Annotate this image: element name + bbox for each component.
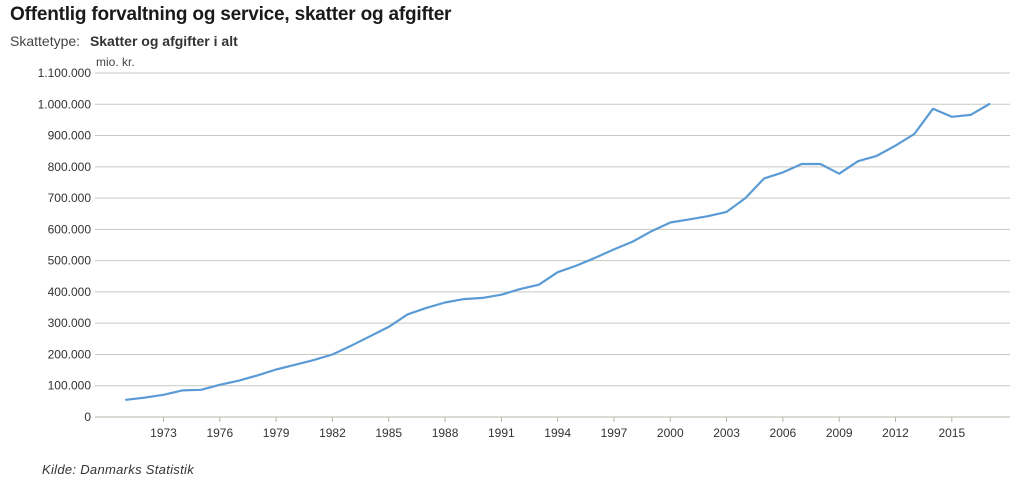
series-layer [121, 99, 994, 405]
y-tick-label: 600.000 [48, 222, 92, 236]
data-point[interactable] [647, 226, 657, 236]
data-point[interactable] [909, 129, 919, 139]
data-point[interactable] [872, 151, 882, 161]
data-point[interactable] [534, 280, 544, 290]
data-point[interactable] [327, 349, 337, 359]
data-point[interactable] [571, 261, 581, 271]
data-point[interactable] [665, 217, 675, 227]
data-point[interactable] [609, 244, 619, 254]
data-point[interactable] [290, 360, 300, 370]
data-point[interactable] [778, 167, 788, 177]
x-tick-label: 2006 [770, 426, 797, 440]
data-point[interactable] [891, 141, 901, 151]
y-axis-ticks: 0 100.000 200.000 300.000 400.000 500.000 600.… [38, 66, 92, 424]
y-tick-label: 1.000.000 [38, 97, 92, 111]
y-tick-label: 900.000 [48, 129, 92, 143]
x-tick-label: 2000 [657, 426, 684, 440]
data-point[interactable] [309, 355, 319, 365]
gridlines [95, 72, 1010, 418]
data-point[interactable] [384, 322, 394, 332]
y-tick-label: 100.000 [48, 379, 92, 393]
data-point[interactable] [628, 237, 638, 247]
data-point[interactable] [797, 159, 807, 169]
x-axis-ticks: 1973 1976 1979 1982 1985 1988 1991 1994 1997 2000… [150, 417, 965, 440]
data-point[interactable] [703, 211, 713, 221]
x-tick-label: 1997 [601, 426, 628, 440]
x-tick-label: 1985 [375, 426, 402, 440]
x-tick-label: 1988 [432, 426, 459, 440]
x-tick-label: 2009 [826, 426, 853, 440]
data-point[interactable] [459, 294, 469, 304]
data-point[interactable] [196, 385, 206, 395]
series-line[interactable] [124, 102, 991, 401]
source-note: Kilde: Danmarks Statistik [42, 462, 194, 477]
chart-title: Offentlig forvaltning og service, skatte… [10, 4, 452, 25]
x-tick-label: 1973 [150, 426, 177, 440]
data-point[interactable] [515, 284, 525, 294]
x-tick-label: 1994 [544, 426, 571, 440]
data-point[interactable] [740, 193, 750, 203]
data-point[interactable] [590, 253, 600, 263]
x-tick-label: 1979 [263, 426, 290, 440]
x-tick-label: 1991 [488, 426, 515, 440]
data-point[interactable] [853, 156, 863, 166]
data-point[interactable] [159, 390, 169, 400]
data-point[interactable] [984, 99, 994, 109]
data-point[interactable] [346, 341, 356, 351]
data-point[interactable] [271, 364, 281, 374]
data-point[interactable] [759, 173, 769, 183]
y-tick-label: 500.000 [48, 254, 92, 268]
data-point[interactable] [496, 290, 506, 300]
data-point[interactable] [215, 380, 225, 390]
data-point[interactable] [553, 267, 563, 277]
filter-row: Skattetype: Skatter og afgifter i alt [10, 33, 238, 49]
data-point[interactable] [403, 309, 413, 319]
data-point[interactable] [722, 207, 732, 217]
data-point[interactable] [928, 104, 938, 114]
data-point[interactable] [140, 393, 150, 403]
data-point[interactable] [177, 385, 187, 395]
data-point[interactable] [252, 370, 262, 380]
y-tick-label: 1.100.000 [38, 66, 92, 80]
y-axis-unit: mio. kr. [96, 55, 135, 69]
filter-value[interactable]: Skatter og afgifter i alt [89, 33, 238, 49]
data-point[interactable] [684, 214, 694, 224]
x-tick-label: 1982 [319, 426, 346, 440]
y-tick-label: 300.000 [48, 316, 92, 330]
data-point[interactable] [440, 298, 450, 308]
data-point[interactable] [947, 112, 957, 122]
data-point[interactable] [834, 169, 844, 179]
x-tick-label: 2003 [713, 426, 740, 440]
x-tick-label: 2015 [938, 426, 965, 440]
data-point[interactable] [478, 293, 488, 303]
filter-label: Skattetype: [10, 33, 81, 49]
y-tick-label: 0 [84, 410, 91, 424]
data-point[interactable] [815, 159, 825, 169]
data-point[interactable] [121, 395, 131, 405]
data-point[interactable] [365, 331, 375, 341]
x-tick-label: 1976 [206, 426, 233, 440]
data-point[interactable] [234, 376, 244, 386]
y-tick-label: 800.000 [48, 160, 92, 174]
y-tick-label: 200.000 [48, 347, 92, 361]
x-tick-label: 2012 [882, 426, 909, 440]
y-tick-label: 400.000 [48, 285, 92, 299]
data-point[interactable] [966, 110, 976, 120]
data-point[interactable] [421, 303, 431, 313]
y-tick-label: 700.000 [48, 191, 92, 205]
